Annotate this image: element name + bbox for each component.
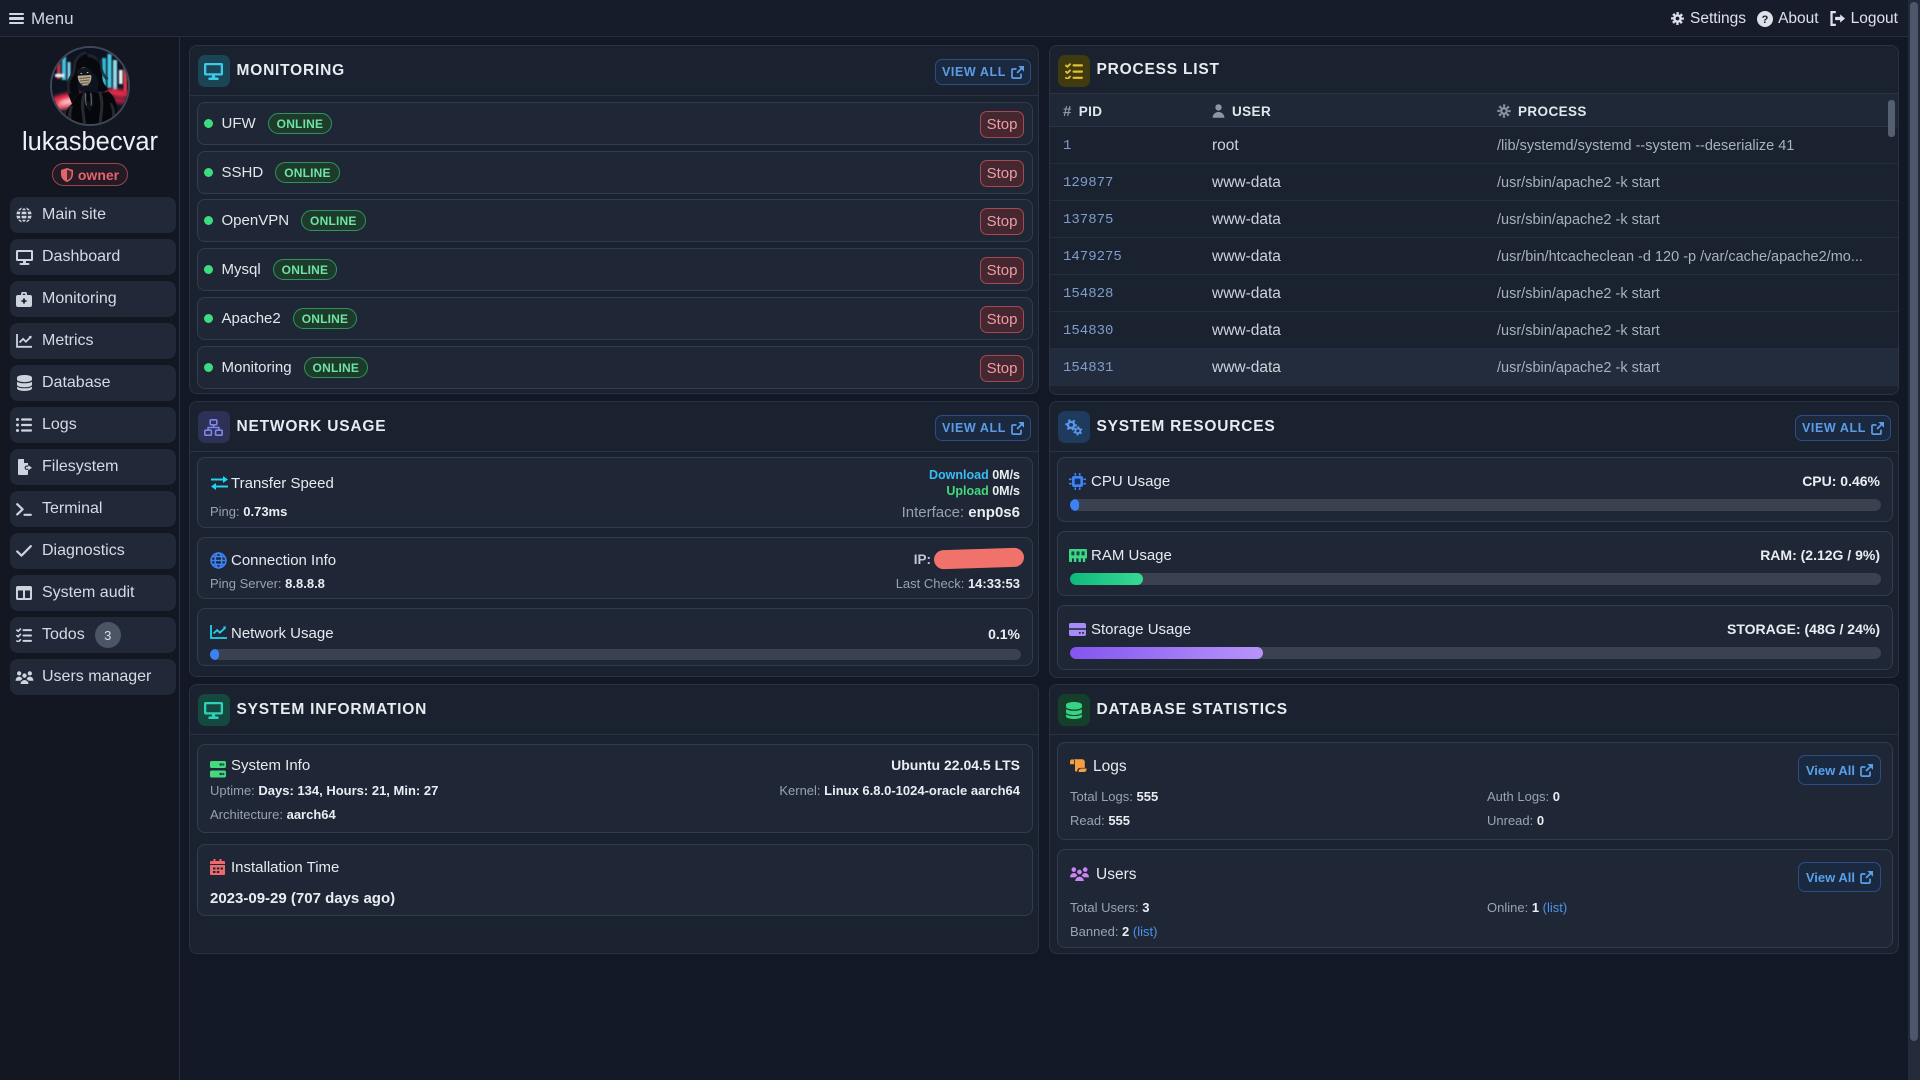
- svg-text:?: ?: [1762, 14, 1769, 26]
